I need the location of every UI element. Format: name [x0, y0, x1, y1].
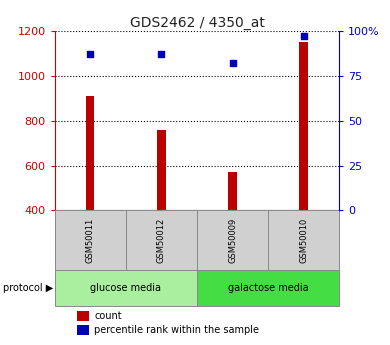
Bar [55, 210, 126, 270]
Bar [77, 311, 89, 321]
Point [301, 34, 307, 39]
Bar [157, 130, 166, 210]
Bar [77, 325, 89, 335]
Bar [268, 210, 339, 270]
Bar [197, 270, 339, 306]
Point [87, 52, 93, 57]
Text: glucose media: glucose media [90, 283, 161, 293]
Text: GSM50009: GSM50009 [228, 218, 237, 263]
Title: GDS2462 / 4350_at: GDS2462 / 4350_at [129, 16, 264, 30]
Point [158, 52, 165, 57]
Point [229, 61, 236, 66]
Text: GSM50011: GSM50011 [86, 218, 95, 263]
Bar [86, 96, 94, 210]
Bar [197, 210, 268, 270]
Bar [55, 270, 197, 306]
Bar [300, 42, 308, 210]
Text: GSM50012: GSM50012 [157, 218, 166, 263]
Text: growth protocol ▶: growth protocol ▶ [0, 283, 53, 293]
Bar [126, 210, 197, 270]
Text: GSM50010: GSM50010 [299, 218, 308, 263]
Text: galactose media: galactose media [228, 283, 308, 293]
Bar [228, 172, 237, 210]
Text: count: count [94, 311, 122, 321]
Text: percentile rank within the sample: percentile rank within the sample [94, 325, 259, 335]
